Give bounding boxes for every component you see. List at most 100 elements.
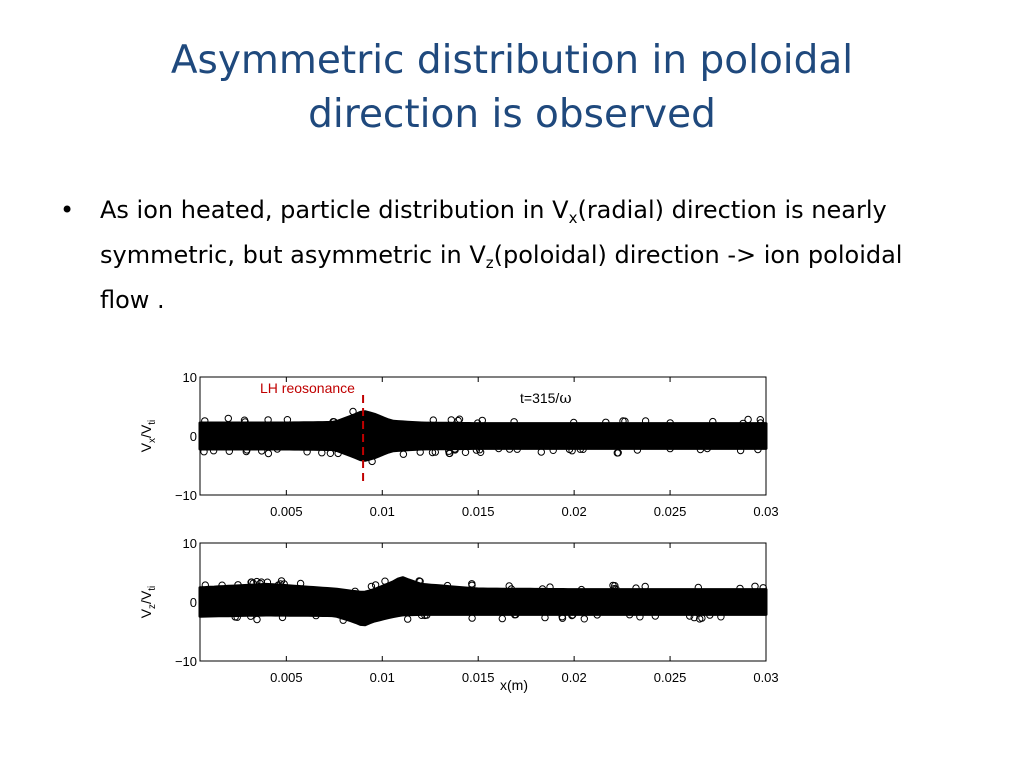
plot-vx-point: [633, 446, 642, 454]
plot-vx-point: [201, 417, 209, 425]
plot-vz-point: [351, 587, 359, 596]
plot-vz-ytick-label: 10: [183, 536, 197, 551]
plot-vz-point: [247, 612, 255, 620]
plot-vz-point: [569, 611, 577, 619]
plot-vx-xtick-label: 0.02: [561, 504, 586, 519]
plot-vz-point: [296, 579, 305, 588]
plot-vz-ylabel-sub: z: [147, 604, 158, 609]
omega-symbol: ω: [559, 389, 571, 407]
plot-vz-point: [278, 613, 287, 622]
plot-vz-point: [686, 612, 694, 620]
plot-vz-ticks: 0.005 0.01 0.015 0.02 0.025 0.03 −10 0 10: [175, 536, 779, 685]
title-line-1: Asymmetric distribution in poloidal: [170, 38, 854, 83]
plot-vz-point: [612, 585, 620, 593]
plot-vz-ylabel-v: V: [138, 608, 154, 618]
bullet-text-part-2: (radial) direction is nearly symmetric, …: [100, 196, 887, 269]
plot-vz-point: [404, 615, 412, 623]
plot-vx-point: [614, 449, 622, 457]
plot-vx-point: [416, 448, 424, 456]
plot-vx-point: [576, 445, 584, 453]
plot-vz-point: [751, 582, 759, 591]
lh-resonance-label: LH reosonance: [260, 380, 355, 396]
plot-vx-point: [258, 447, 266, 455]
plot-vx-xtick-label: 0.025: [654, 504, 687, 519]
plot-vz-point: [253, 615, 261, 624]
bullet-text: As ion heated, particle distribution in …: [100, 188, 940, 323]
title-line-2: direction is observed: [308, 92, 716, 137]
plot-vx-ylabel-over: /V: [138, 424, 154, 438]
plot-vz-point: [632, 584, 640, 592]
plot-vx-point: [513, 445, 521, 453]
plot-vz-point: [417, 611, 426, 620]
plot-vz-point: [690, 613, 698, 622]
plot-vz-ylabel-over: /V: [138, 590, 154, 604]
plot-vz-point: [611, 582, 619, 590]
plot-vx-ytick-label: −10: [175, 488, 197, 503]
plot-vx: 0.005 0.01 0.015 0.02 0.025 0.03 −10 0 10 LH reo…: [138, 370, 779, 519]
plot-vz-point: [468, 580, 476, 588]
plot-vz-point: [546, 583, 554, 591]
plot-vx-point: [243, 446, 251, 454]
plot-vz-point: [416, 577, 424, 586]
plot-vz-xtick-label: 0.005: [270, 670, 303, 685]
plot-vz-point: [371, 581, 380, 589]
plot-vx-ylabel: Vx/Vti: [138, 420, 158, 453]
plot-vx-point: [709, 417, 717, 426]
plot-vx-point: [330, 418, 338, 426]
plot-vx-point: [666, 444, 674, 453]
plot-vx-data-band: [198, 407, 768, 466]
plot-vx-point: [431, 448, 439, 456]
plot-vz-point: [541, 613, 549, 622]
plot-vx-ticks: 0.005 0.01 0.015 0.02 0.025 0.03 −10 0 10: [175, 370, 779, 519]
plot-vx-xtick-label: 0.03: [753, 504, 778, 519]
time-label-prefix: t=315/: [520, 390, 559, 406]
plot-vz-point: [651, 612, 659, 620]
plot-vz-point: [568, 611, 576, 620]
plot-vx-xtick-label: 0.015: [462, 504, 495, 519]
plot-vz-point: [558, 614, 567, 622]
plot-vz-point: [717, 613, 725, 621]
plot-vz-point: [201, 581, 210, 589]
plot-vx-point: [579, 445, 587, 454]
figure: 0.005 0.01 0.015 0.02 0.025 0.03 −10 0 10 LH reo…: [130, 360, 790, 700]
plot-vx-point: [510, 418, 518, 426]
plot-vz-data-band: [198, 576, 768, 627]
plot-vx-ylabel-v: V: [138, 442, 154, 452]
plot-vz-xtick-label: 0.025: [654, 670, 687, 685]
plot-vx-point: [273, 445, 282, 453]
plot-vx-point: [495, 444, 503, 453]
plot-vx-point: [334, 449, 342, 458]
plot-vz-point: [367, 582, 376, 591]
plot-vz-point: [694, 583, 702, 592]
plot-vx-point: [570, 418, 578, 427]
plot-vx-point: [264, 449, 273, 458]
plot-vx-point: [461, 448, 470, 457]
bullet-subscript-z: z: [485, 254, 494, 272]
plot-vz-point: [580, 615, 588, 623]
plot-vx-point: [264, 416, 272, 424]
plot-vz-point: [276, 580, 285, 588]
plot-vz-point: [736, 584, 744, 593]
plot-vx-ylabel-sub: x: [147, 438, 158, 443]
plot-vz-point: [443, 581, 452, 590]
plot-vx-point: [537, 448, 545, 456]
plot-vx-point: [505, 445, 514, 453]
plot-vx-point: [744, 415, 752, 424]
plot-vx-point: [475, 446, 484, 454]
slide-title: Asymmetric distribution in poloidal dire…: [40, 34, 984, 142]
plot-vz-point: [512, 610, 520, 619]
plot-vx-point: [209, 447, 218, 455]
plot-vx-point: [428, 448, 437, 457]
plot-vx-point: [602, 418, 610, 426]
plot-vx-point: [549, 446, 557, 455]
plot-vx-point: [703, 444, 711, 453]
plot-vz-point: [280, 580, 288, 588]
plot-vx-point: [756, 419, 765, 427]
plot-vx-xtick-label: 0.005: [270, 504, 303, 519]
plot-vz-point: [249, 579, 257, 588]
plot-vx-point: [472, 446, 481, 454]
plot-vz-point: [234, 581, 242, 589]
plot-vx-point: [736, 446, 745, 455]
plot-vx-point: [283, 416, 292, 424]
plot-vz-xlabel: x(m): [500, 677, 528, 693]
